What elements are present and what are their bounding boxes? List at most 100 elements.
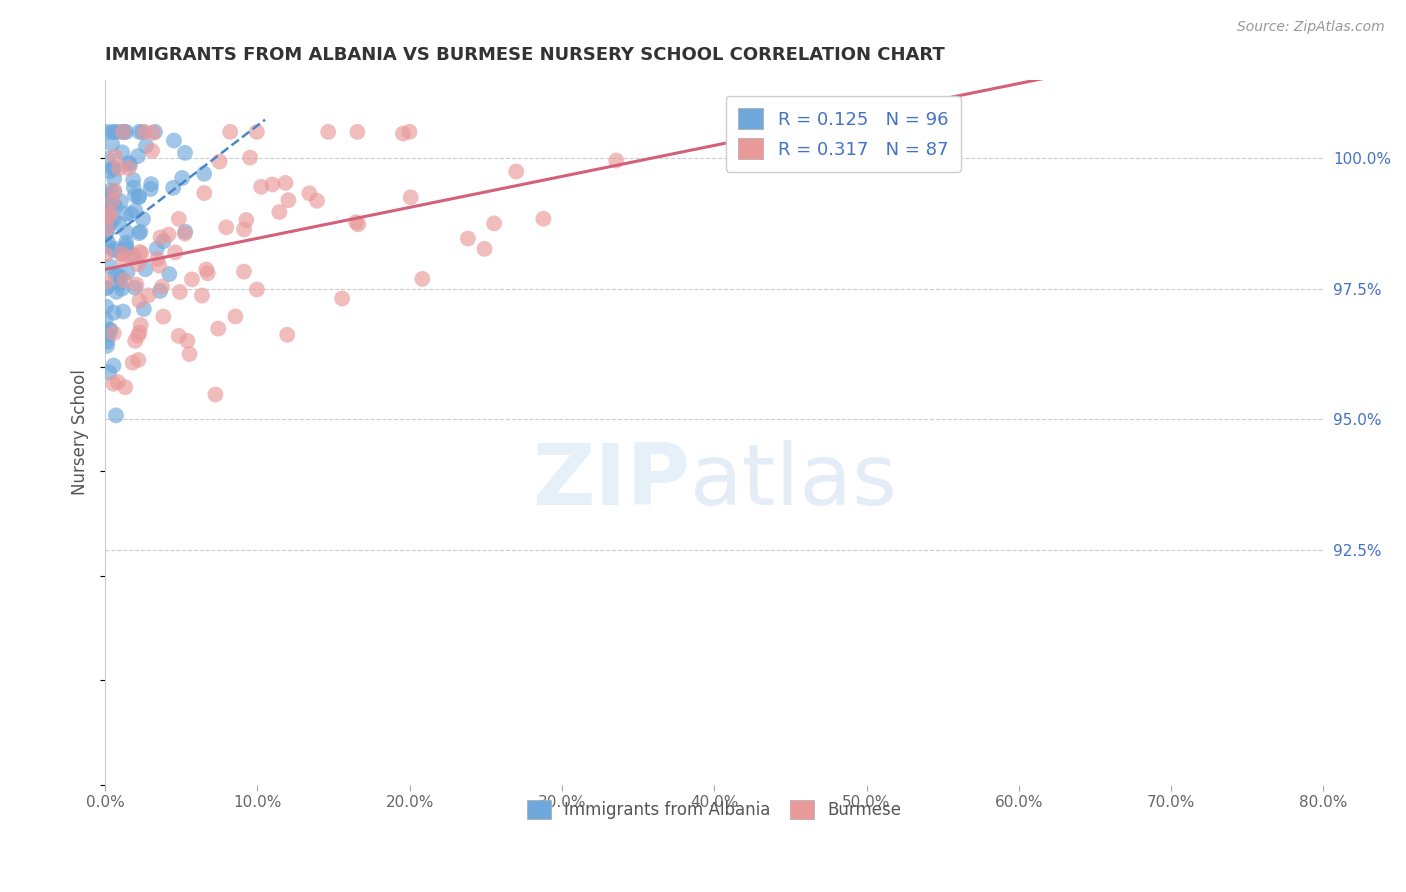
Point (250, 179, 273, 194)
Point (96, 281, 118, 295)
Point (103, 185, 125, 199)
Point (103, 326, 125, 340)
Point (104, 150, 127, 164)
Point (165, 245, 187, 260)
Point (134, 262, 156, 277)
Point (108, 276, 131, 290)
Point (115, 207, 138, 221)
Point (98, 216, 121, 230)
Point (97, 205, 120, 219)
Point (98, 184, 121, 198)
Point (103, 161, 125, 176)
Point (172, 171, 194, 186)
Point (269, 205, 291, 219)
Text: Source: ZipAtlas.com: Source: ZipAtlas.com (1237, 20, 1385, 34)
Point (104, 268, 127, 282)
Legend: Immigrants from Albania, Burmese: Immigrants from Albania, Burmese (517, 790, 911, 830)
Point (97, 327, 120, 342)
Point (224, 310, 246, 324)
Point (129, 318, 152, 332)
Point (138, 288, 160, 302)
Point (101, 137, 124, 152)
Point (118, 158, 141, 172)
Point (128, 190, 150, 204)
Point (121, 207, 143, 221)
Point (152, 234, 174, 248)
Point (111, 145, 134, 160)
Point (107, 268, 129, 283)
Point (114, 380, 136, 394)
Point (193, 186, 215, 200)
Point (103, 184, 125, 198)
Point (127, 353, 149, 368)
Point (98, 260, 121, 274)
Point (482, 216, 505, 230)
Point (233, 265, 256, 279)
Point (474, 242, 496, 256)
Point (174, 225, 197, 239)
Point (276, 327, 298, 342)
Point (127, 149, 149, 163)
Point (111, 246, 134, 260)
Point (131, 125, 153, 139)
Point (531, 211, 554, 226)
Point (112, 252, 135, 267)
Point (94, 281, 117, 295)
Point (148, 259, 170, 273)
Text: IMMIGRANTS FROM ALBANIA VS BURMESE NURSERY SCHOOL CORRELATION CHART: IMMIGRANTS FROM ALBANIA VS BURMESE NURSE… (105, 46, 945, 64)
Point (128, 189, 150, 203)
Point (104, 242, 127, 256)
Point (195, 262, 218, 277)
Point (115, 242, 138, 256)
Point (101, 198, 124, 212)
Point (103, 212, 125, 227)
Point (347, 217, 370, 231)
Point (98, 192, 121, 206)
Point (112, 125, 135, 139)
Point (215, 220, 238, 235)
Point (191, 288, 214, 302)
Point (127, 257, 149, 271)
Point (149, 284, 172, 298)
Point (277, 193, 299, 207)
Point (96, 188, 118, 202)
Point (94, 247, 117, 261)
Point (122, 180, 145, 194)
Point (112, 125, 135, 139)
Point (96, 238, 118, 252)
Point (162, 181, 184, 195)
Point (179, 347, 201, 361)
Point (128, 293, 150, 308)
Point (132, 301, 155, 316)
Point (239, 151, 262, 165)
Point (101, 125, 124, 139)
Point (115, 125, 138, 139)
Point (111, 246, 134, 260)
Point (103, 376, 125, 391)
Point (117, 156, 139, 170)
Point (141, 144, 163, 158)
Point (110, 271, 132, 285)
Point (128, 226, 150, 240)
Point (104, 200, 127, 214)
Point (392, 127, 415, 141)
Point (107, 125, 129, 139)
Point (98, 164, 121, 178)
Point (118, 161, 141, 175)
Point (94, 312, 117, 326)
Point (139, 182, 162, 196)
Point (121, 356, 143, 370)
Point (129, 246, 152, 260)
Point (112, 125, 135, 139)
Point (197, 266, 219, 280)
Point (233, 222, 256, 236)
Point (98, 206, 121, 220)
Point (128, 125, 150, 139)
Point (128, 326, 150, 340)
Point (152, 310, 174, 324)
Point (262, 178, 284, 192)
Text: ZIP: ZIP (531, 440, 690, 523)
Point (305, 194, 328, 208)
Point (96, 275, 118, 289)
Point (107, 375, 129, 389)
